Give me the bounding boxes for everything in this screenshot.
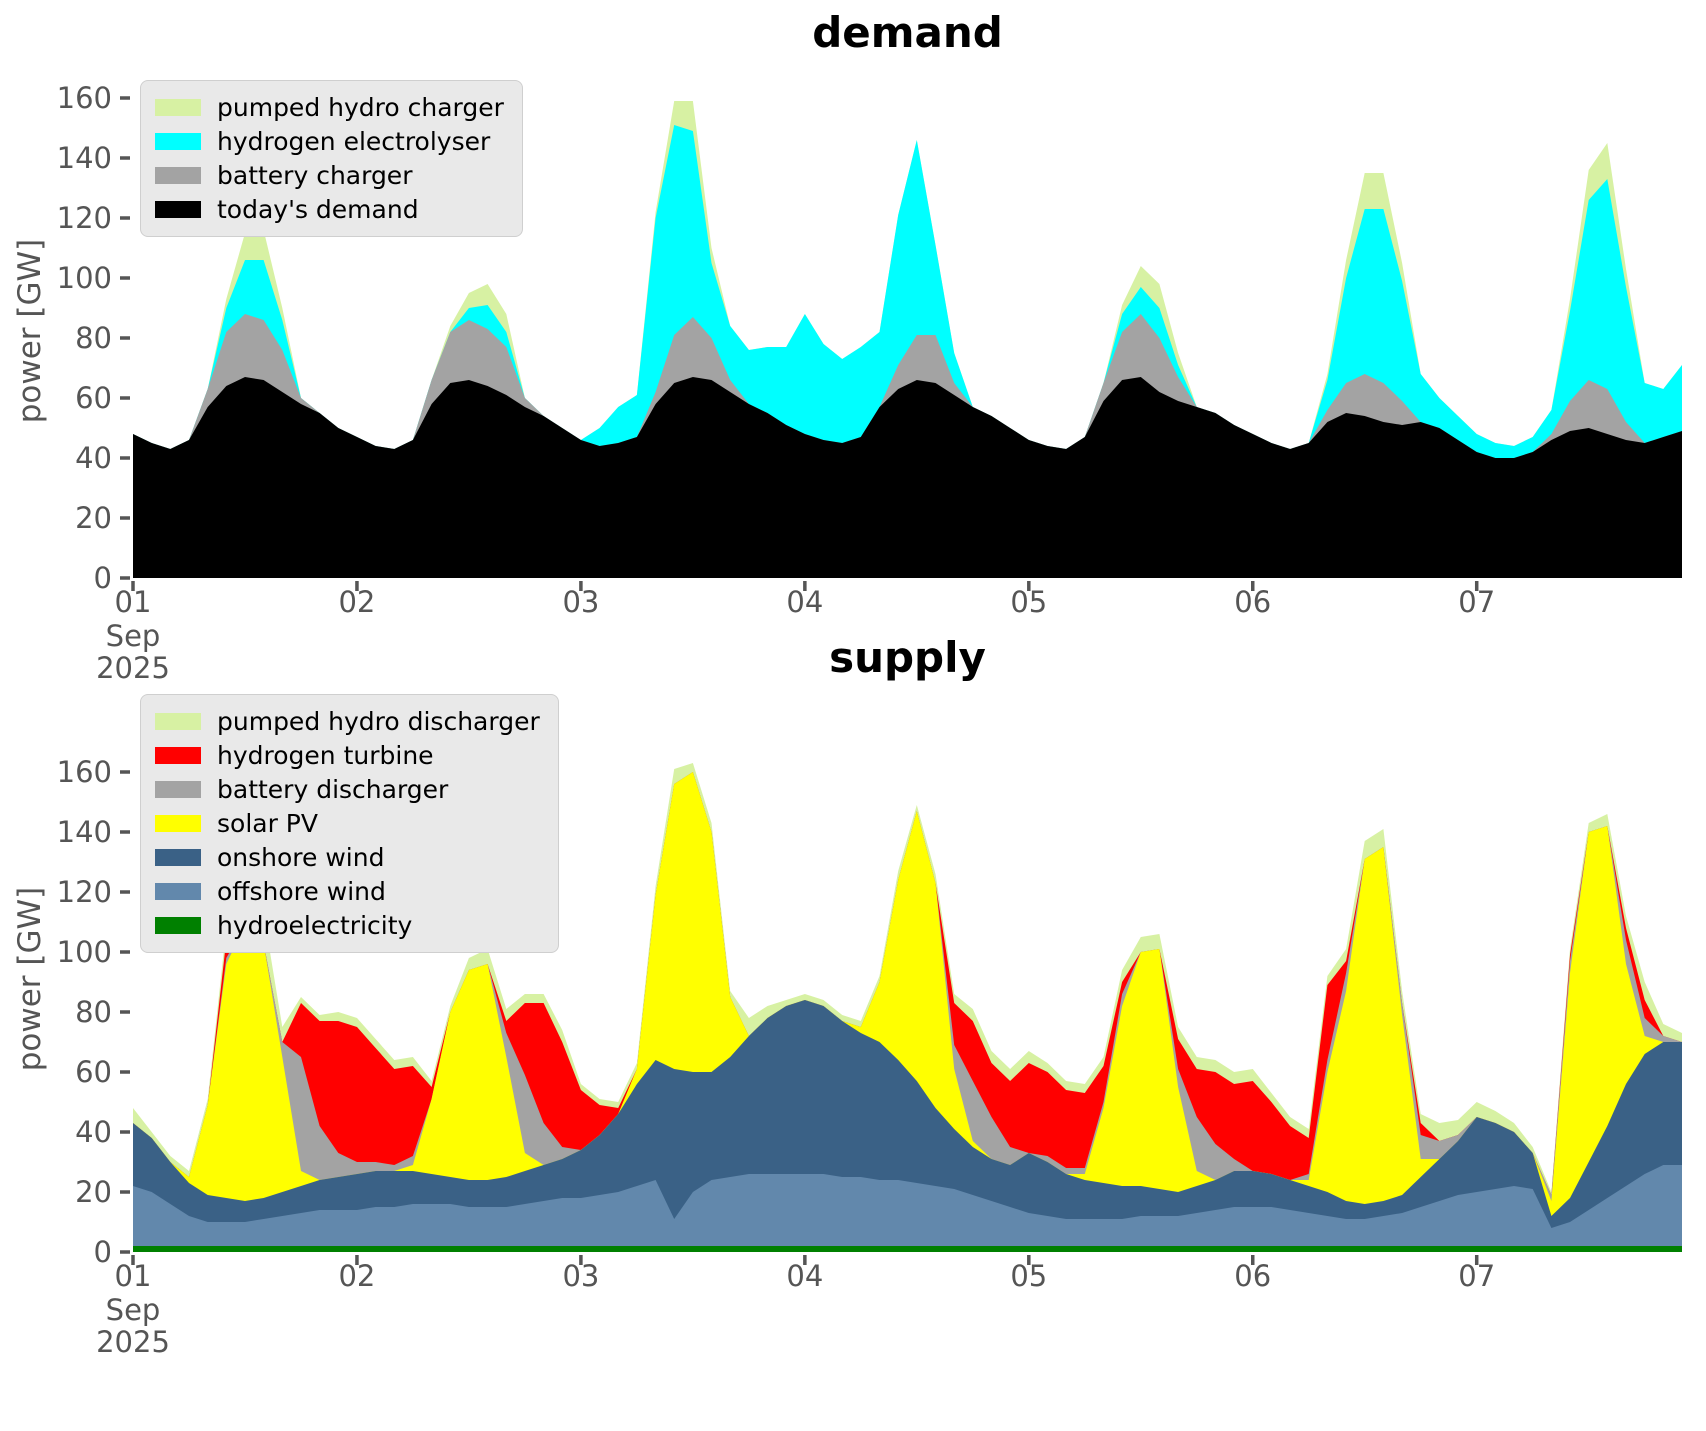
legend-item-battery-charger: battery charger	[155, 161, 504, 190]
demand-xtick-label-04: 04	[786, 585, 824, 619]
supply-ytick-label-0: 0	[93, 1235, 112, 1269]
today-s-demand-swatch	[155, 201, 201, 218]
demand-ytick-label-0: 0	[93, 561, 112, 595]
demand-ytick-label-140: 140	[56, 141, 112, 175]
supply-tick-marks	[120, 770, 1479, 1265]
supply-area-onshore-wind	[133, 1000, 1682, 1252]
legend-item-hydroelectricity: hydroelectricity	[155, 911, 540, 940]
supply-areas	[133, 763, 1682, 1252]
supply-area-offshore-wind	[133, 1165, 1682, 1252]
pumped-hydro-charger-swatch	[155, 99, 201, 116]
demand-ytick-label-160: 160	[56, 81, 112, 115]
supply-xtick-label-07: 07	[1458, 1259, 1496, 1293]
supply-chart-title: supply	[829, 633, 986, 682]
supply-ytick-label-120: 120	[56, 875, 112, 909]
demand-ytick-label-40: 40	[75, 441, 112, 475]
demand-x-axis-month: Sep	[105, 619, 161, 653]
demand-areas	[133, 101, 1682, 578]
hydrogen-electrolyser-swatch	[155, 133, 201, 150]
supply-ytick-label-20: 20	[75, 1175, 112, 1209]
legend-item-hydrogen-turbine: hydrogen turbine	[155, 741, 540, 770]
demand-ytick-label-20: 20	[75, 501, 112, 535]
demand-xtick-label-01: 01	[114, 585, 152, 619]
hydrogen-turbine-label: hydrogen turbine	[217, 741, 434, 770]
supply-ytick-label-100: 100	[56, 935, 112, 969]
offshore-wind-swatch	[155, 883, 201, 900]
demand-ytick-label-100: 100	[56, 261, 112, 295]
solar-pv-swatch	[155, 815, 201, 832]
supply-legend: pumped hydro discharger hydrogen turbine b…	[140, 694, 559, 953]
demand-xtick-label-06: 06	[1234, 585, 1272, 619]
supply-xtick-label-05: 05	[1010, 1259, 1048, 1293]
legend-item-today-s-demand: today's demand	[155, 195, 504, 224]
pumped-hydro-discharger-label: pumped hydro discharger	[217, 707, 540, 736]
demand-xtick-label-05: 05	[1010, 585, 1048, 619]
supply-ytick-label-140: 140	[56, 815, 112, 849]
legend-item-pumped-hydro-discharger: pumped hydro discharger	[155, 707, 540, 736]
supply-area-solar-pv	[133, 772, 1682, 1252]
legend-item-offshore-wind: offshore wind	[155, 877, 540, 906]
supply-ytick-label-160: 160	[56, 755, 112, 789]
supply-xtick-label-04: 04	[786, 1259, 824, 1293]
demand-x-axis-year: 2025	[96, 651, 170, 685]
supply-ytick-label-40: 40	[75, 1115, 112, 1149]
legend-item-pumped-hydro-charger: pumped hydro charger	[155, 93, 504, 122]
demand-xtick-label-02: 02	[338, 585, 376, 619]
supply-xtick-label-02: 02	[338, 1259, 376, 1293]
demand-xtick-label-03: 03	[562, 585, 600, 619]
demand-area-today-s-demand	[133, 377, 1682, 578]
legend-item-hydrogen-electrolyser: hydrogen electrolyser	[155, 127, 504, 156]
legend-item-battery-discharger: battery discharger	[155, 775, 540, 804]
supply-x-axis-month: Sep	[105, 1293, 161, 1327]
battery-discharger-swatch	[155, 781, 201, 798]
onshore-wind-label: onshore wind	[217, 843, 385, 872]
battery-charger-swatch	[155, 167, 201, 184]
demand-xtick-label-07: 07	[1458, 585, 1496, 619]
legend-item-solar-pv: solar PV	[155, 809, 540, 838]
demand-ytick-label-80: 80	[75, 321, 112, 355]
supply-ytick-label-60: 60	[75, 1055, 112, 1089]
supply-xtick-label-01: 01	[114, 1259, 152, 1293]
supply-ytick-label-80: 80	[75, 995, 112, 1029]
supply-area-hydroelectricity	[133, 1246, 1682, 1252]
battery-charger-label: battery charger	[217, 161, 413, 190]
today-s-demand-label: today's demand	[217, 195, 419, 224]
pumped-hydro-discharger-swatch	[155, 713, 201, 730]
demand-tick-marks	[120, 96, 1479, 591]
solar-pv-label: solar PV	[217, 809, 318, 838]
supply-xtick-label-03: 03	[562, 1259, 600, 1293]
demand-ytick-label-120: 120	[56, 201, 112, 235]
hydrogen-turbine-swatch	[155, 747, 201, 764]
pumped-hydro-charger-label: pumped hydro charger	[217, 93, 504, 122]
battery-discharger-label: battery discharger	[217, 775, 449, 804]
demand-legend: pumped hydro charger hydrogen electrolyse…	[140, 80, 523, 237]
supply-x-axis-year: 2025	[96, 1325, 170, 1359]
hydroelectricity-swatch	[155, 917, 201, 934]
demand-ytick-label-60: 60	[75, 381, 112, 415]
hydroelectricity-label: hydroelectricity	[217, 911, 413, 940]
legend-item-onshore-wind: onshore wind	[155, 843, 540, 872]
demand-chart-title: demand	[812, 8, 1003, 57]
offshore-wind-label: offshore wind	[217, 877, 386, 906]
hydrogen-electrolyser-label: hydrogen electrolyser	[217, 127, 491, 156]
onshore-wind-swatch	[155, 849, 201, 866]
supply-xtick-label-06: 06	[1234, 1259, 1272, 1293]
